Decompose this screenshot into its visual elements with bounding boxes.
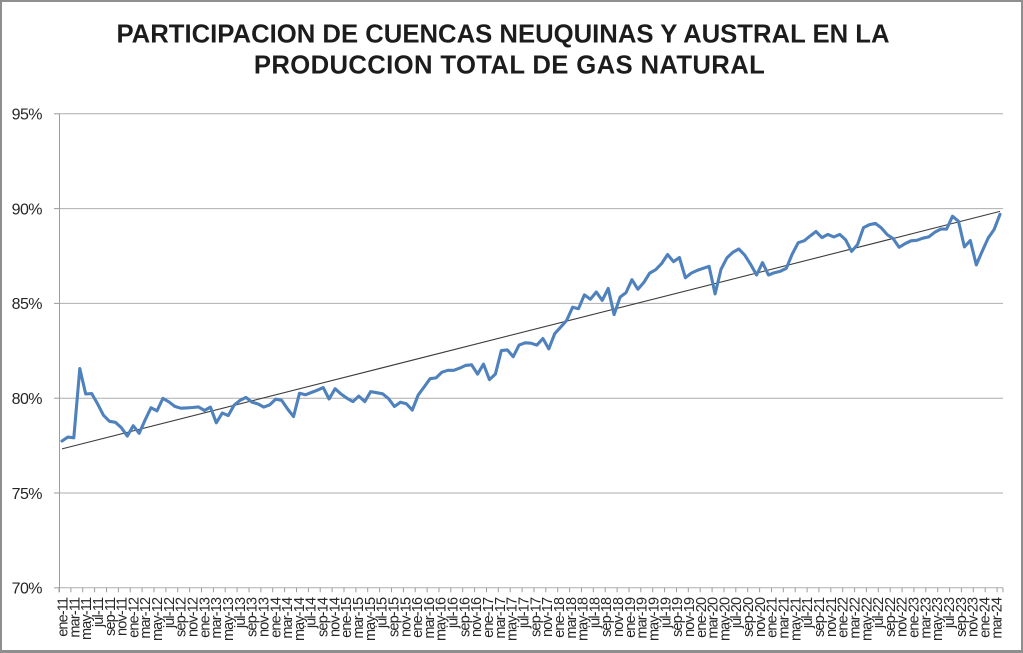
svg-text:nov-17: nov-17 <box>540 597 556 637</box>
svg-text:ene-23: ene-23 <box>907 597 923 638</box>
svg-text:mar-19: mar-19 <box>635 597 651 639</box>
svg-text:ene-21: ene-21 <box>765 597 781 638</box>
svg-text:ene-20: ene-20 <box>694 597 710 638</box>
svg-text:ene-11: ene-11 <box>56 597 72 637</box>
svg-text:jul-15: jul-15 <box>375 597 391 629</box>
svg-text:nov-16: nov-16 <box>469 597 485 637</box>
svg-text:sep-12: sep-12 <box>174 597 190 637</box>
svg-text:sep-14: sep-14 <box>316 597 332 637</box>
svg-text:sep-20: sep-20 <box>741 597 757 637</box>
svg-text:mar-12: mar-12 <box>138 597 154 639</box>
svg-text:ene-13: ene-13 <box>197 597 213 638</box>
svg-text:nov-20: nov-20 <box>753 597 769 637</box>
svg-text:jul-12: jul-12 <box>162 597 178 629</box>
svg-text:nov-22: nov-22 <box>895 597 911 637</box>
svg-text:mar-13: mar-13 <box>209 597 225 639</box>
svg-text:nov-14: nov-14 <box>327 597 343 637</box>
svg-text:mar-17: mar-17 <box>493 597 509 639</box>
svg-text:mar-16: mar-16 <box>422 597 438 639</box>
svg-text:jul-19: jul-19 <box>658 597 674 629</box>
svg-text:may-12: may-12 <box>150 597 166 641</box>
svg-text:may-17: may-17 <box>505 597 521 641</box>
svg-text:may-15: may-15 <box>363 597 379 641</box>
svg-text:mar-15: mar-15 <box>351 597 367 639</box>
svg-text:85%: 85% <box>12 296 43 313</box>
svg-text:may-16: may-16 <box>434 597 450 641</box>
svg-text:jul-22: jul-22 <box>871 597 887 629</box>
svg-text:sep-16: sep-16 <box>457 597 473 637</box>
svg-text:jul-18: jul-18 <box>587 597 603 629</box>
svg-text:may-19: may-19 <box>647 597 663 641</box>
svg-text:nov-18: nov-18 <box>611 597 627 637</box>
svg-text:sep-11: sep-11 <box>103 597 119 636</box>
svg-text:80%: 80% <box>12 391 43 408</box>
svg-text:sep-21: sep-21 <box>812 597 828 637</box>
svg-text:PARTICIPACION DE CUENCAS NEUQU: PARTICIPACION DE CUENCAS NEUQUINAS Y AUS… <box>116 21 889 49</box>
svg-text:mar-14: mar-14 <box>280 597 296 639</box>
svg-text:may-11: may-11 <box>79 597 95 640</box>
svg-text:may-23: may-23 <box>930 597 946 641</box>
svg-text:sep-22: sep-22 <box>883 597 899 637</box>
svg-text:ene-18: ene-18 <box>552 597 568 638</box>
svg-text:ene-24: ene-24 <box>978 597 994 638</box>
svg-text:ene-22: ene-22 <box>836 597 852 638</box>
svg-text:nov-21: nov-21 <box>824 597 840 637</box>
svg-text:mar-22: mar-22 <box>847 597 863 639</box>
svg-text:may-13: may-13 <box>221 597 237 641</box>
svg-text:mar-11: mar-11 <box>67 597 83 638</box>
svg-text:nov-15: nov-15 <box>398 597 414 637</box>
svg-text:sep-15: sep-15 <box>387 597 403 637</box>
svg-text:ene-12: ene-12 <box>126 597 142 638</box>
svg-text:sep-13: sep-13 <box>245 597 261 637</box>
svg-text:95%: 95% <box>12 107 43 124</box>
svg-text:ene-16: ene-16 <box>410 597 426 638</box>
svg-text:sep-23: sep-23 <box>954 597 970 637</box>
svg-text:70%: 70% <box>12 581 43 598</box>
svg-text:mar-18: mar-18 <box>564 597 580 639</box>
svg-text:75%: 75% <box>12 486 43 503</box>
svg-text:may-18: may-18 <box>576 597 592 641</box>
svg-text:mar-23: mar-23 <box>918 597 934 639</box>
svg-text:may-22: may-22 <box>859 597 875 641</box>
svg-text:jul-13: jul-13 <box>233 597 249 629</box>
svg-text:jul-21: jul-21 <box>800 597 816 629</box>
svg-text:jul-23: jul-23 <box>942 597 958 629</box>
svg-text:jul-17: jul-17 <box>517 597 533 629</box>
svg-text:may-21: may-21 <box>788 597 804 641</box>
svg-text:ene-15: ene-15 <box>339 597 355 638</box>
svg-text:jul-16: jul-16 <box>446 597 462 629</box>
svg-text:ene-17: ene-17 <box>481 597 497 638</box>
svg-text:nov-19: nov-19 <box>682 597 698 637</box>
svg-text:nov-13: nov-13 <box>256 597 272 637</box>
svg-text:sep-17: sep-17 <box>528 597 544 637</box>
svg-text:ene-19: ene-19 <box>623 597 639 638</box>
svg-text:nov-23: nov-23 <box>966 597 982 637</box>
svg-text:jul-20: jul-20 <box>729 597 745 629</box>
svg-text:jul-14: jul-14 <box>304 597 320 629</box>
svg-text:sep-19: sep-19 <box>670 597 686 637</box>
svg-text:90%: 90% <box>12 201 43 218</box>
svg-text:nov-11: nov-11 <box>115 597 131 636</box>
svg-text:mar-24: mar-24 <box>989 597 1005 639</box>
svg-text:sep-18: sep-18 <box>599 597 615 637</box>
svg-text:mar-20: mar-20 <box>706 597 722 639</box>
svg-text:ene-14: ene-14 <box>268 597 284 638</box>
svg-text:jul-11: jul-11 <box>91 597 107 628</box>
svg-text:nov-12: nov-12 <box>186 597 202 637</box>
svg-text:mar-21: mar-21 <box>777 597 793 639</box>
svg-text:may-20: may-20 <box>717 597 733 641</box>
svg-text:PRODUCCION TOTAL DE GAS NATURA: PRODUCCION TOTAL DE GAS NATURAL <box>254 52 765 80</box>
svg-text:may-14: may-14 <box>292 597 308 641</box>
